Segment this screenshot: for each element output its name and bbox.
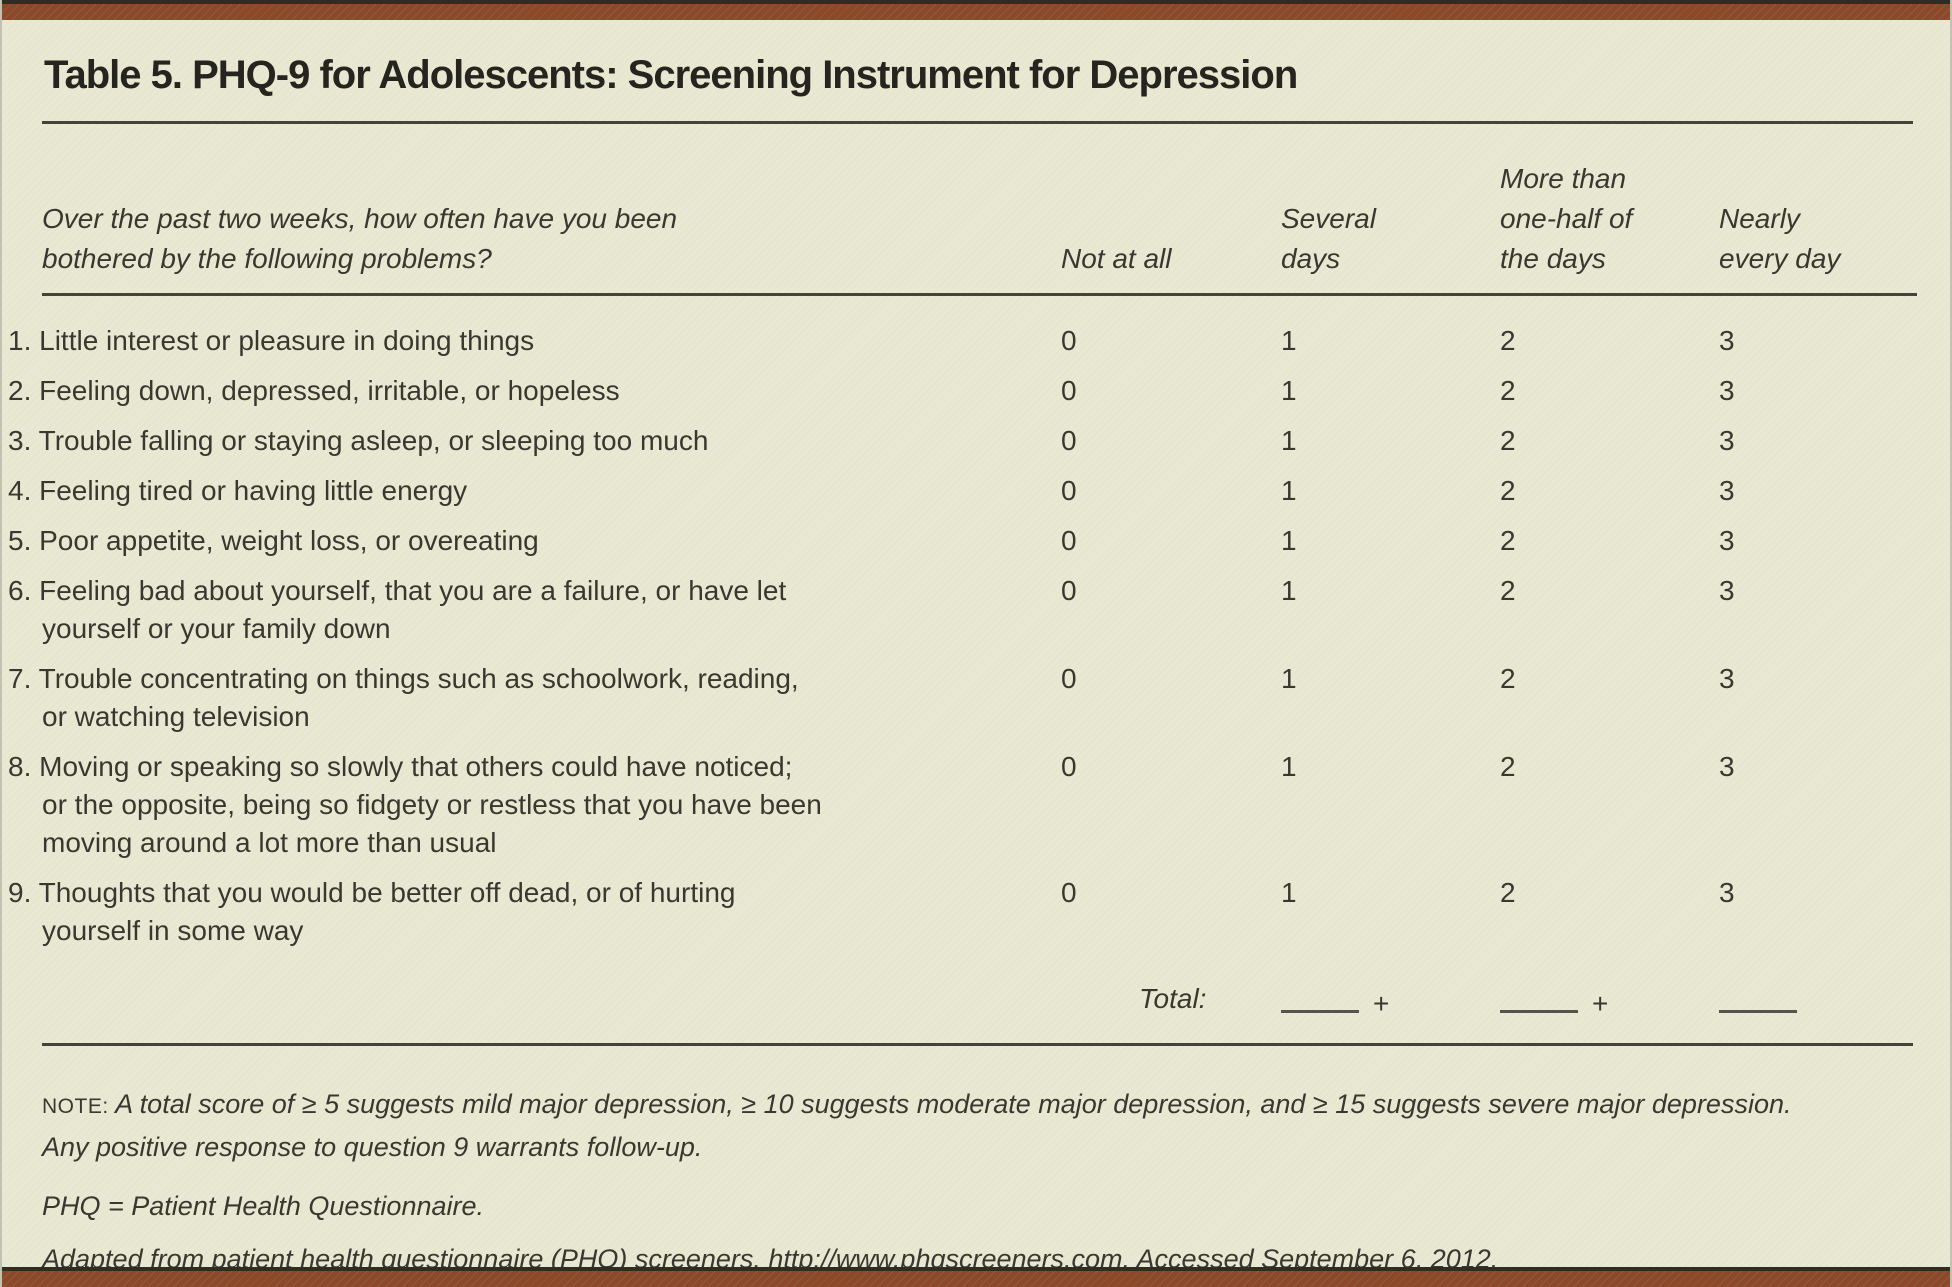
score-cell: 1 (1281, 475, 1297, 506)
column-header-prompt: Over the past two weeks, how often have … (42, 124, 1061, 296)
score-cell: 2 (1500, 325, 1516, 356)
total-several-days-cell: + (1281, 962, 1500, 1043)
question-row-2: 2. Feeling down, depressed, irritable, o… (8, 372, 1917, 422)
table-bottom-rule (42, 1043, 1913, 1046)
score-cell: 2 (1500, 663, 1516, 694)
header-row: Over the past two weeks, how often have … (42, 124, 1917, 296)
question-row-4: 4. Feeling tired or having little energy… (8, 472, 1917, 522)
score-cell: 2 (1500, 475, 1516, 506)
score-cell: 2 (1500, 425, 1516, 456)
score-cell: 0 (1061, 375, 1077, 406)
question-row-1: 1. Little interest or pleasure in doing … (8, 295, 1917, 373)
total-nearly-every-day-cell (1719, 962, 1917, 1043)
note-paragraph: NOTE: A total score of ≥ 5 suggests mild… (42, 1084, 1913, 1167)
bottom-accent-bar (2, 1267, 1950, 1287)
question-text: 4. Feeling tired or having little energy (8, 475, 468, 506)
score-cell: 0 (1061, 751, 1077, 782)
score-cell: 0 (1061, 663, 1077, 694)
score-cell: 1 (1281, 325, 1297, 356)
score-cell: 2 (1500, 375, 1516, 406)
table-header: Over the past two weeks, how often have … (42, 124, 1917, 296)
question-text: 9. Thoughts that you would be better off… (8, 877, 736, 946)
score-cell: 2 (1500, 575, 1516, 606)
score-cell: 2 (1500, 877, 1516, 908)
abbreviation-note: PHQ = Patient Health Questionnaire. (42, 1191, 484, 1221)
question-row-9: 9. Thoughts that you would be better off… (8, 874, 1917, 962)
column-header-more-than-half: More than one-half of the days (1500, 124, 1719, 296)
question-text: 1. Little interest or pleasure in doing … (8, 325, 535, 356)
total-blank-line (1719, 980, 1797, 1013)
score-cell: 2 (1500, 525, 1516, 556)
score-cell: 3 (1719, 375, 1735, 406)
score-cell: 1 (1281, 663, 1297, 694)
question-row-7: 7. Trouble concentrating on things such … (8, 660, 1917, 748)
column-header-nearly-every-day: Nearly every day (1719, 124, 1917, 296)
note-text: A total score of ≥ 5 suggests mild major… (42, 1089, 1792, 1162)
plus-sign: + (1373, 988, 1390, 1019)
question-text: 7. Trouble concentrating on things such … (8, 663, 799, 732)
score-cell: 1 (1281, 425, 1297, 456)
total-blank-line (1500, 980, 1578, 1013)
score-cell: 1 (1281, 877, 1297, 908)
column-header-not-at-all: Not at all (1061, 124, 1281, 296)
question-text: 8. Moving or speaking so slowly that oth… (8, 751, 822, 858)
table-content: Table 5. PHQ-9 for Adolescents: Screenin… (2, 53, 1950, 1279)
total-label-cell: Total: (1061, 962, 1281, 1043)
column-header-several-days: Several days (1281, 124, 1500, 296)
score-cell: 0 (1061, 525, 1077, 556)
total-row: Total: + + (42, 962, 1917, 1043)
score-cell: 1 (1281, 375, 1297, 406)
score-cell: 3 (1719, 425, 1735, 456)
score-cell: 0 (1061, 425, 1077, 456)
score-cell: 0 (1061, 575, 1077, 606)
score-cell: 3 (1719, 751, 1735, 782)
question-text: 3. Trouble falling or staying asleep, or… (8, 425, 709, 456)
score-cell: 0 (1061, 325, 1077, 356)
total-label: Total: (1139, 983, 1207, 1014)
question-text: 6. Feeling bad about yourself, that you … (8, 575, 787, 644)
title-rule (42, 121, 1913, 124)
question-row-6: 6. Feeling bad about yourself, that you … (8, 572, 1917, 660)
top-accent-bar (2, 0, 1950, 20)
score-cell: 1 (1281, 575, 1297, 606)
question-row-8: 8. Moving or speaking so slowly that oth… (8, 748, 1917, 874)
score-cell: 0 (1061, 877, 1077, 908)
table-body: 1. Little interest or pleasure in doing … (8, 295, 1917, 1044)
question-text: 2. Feeling down, depressed, irritable, o… (8, 375, 620, 406)
score-cell: 3 (1719, 475, 1735, 506)
note-label: NOTE: (42, 1095, 109, 1118)
question-text: 5. Poor appetite, weight loss, or overea… (8, 525, 539, 556)
total-empty-cell (42, 962, 1061, 1043)
score-cell: 2 (1500, 751, 1516, 782)
question-row-3: 3. Trouble falling or staying asleep, or… (8, 422, 1917, 472)
plus-sign: + (1592, 988, 1609, 1019)
score-cell: 3 (1719, 877, 1735, 908)
score-cell: 0 (1061, 475, 1077, 506)
score-cell: 1 (1281, 525, 1297, 556)
score-cell: 3 (1719, 663, 1735, 694)
score-cell: 1 (1281, 751, 1297, 782)
score-cell: 3 (1719, 325, 1735, 356)
footnotes: NOTE: A total score of ≥ 5 suggests mild… (42, 1084, 1913, 1279)
question-row-5: 5. Poor appetite, weight loss, or overea… (8, 522, 1917, 572)
score-cell: 3 (1719, 525, 1735, 556)
total-more-than-half-cell: + (1500, 962, 1719, 1043)
phq9-table: Over the past two weeks, how often have … (8, 124, 1917, 1044)
table-title: Table 5. PHQ-9 for Adolescents: Screenin… (44, 53, 1298, 97)
score-cell: 3 (1719, 575, 1735, 606)
total-blank-line (1281, 980, 1359, 1013)
